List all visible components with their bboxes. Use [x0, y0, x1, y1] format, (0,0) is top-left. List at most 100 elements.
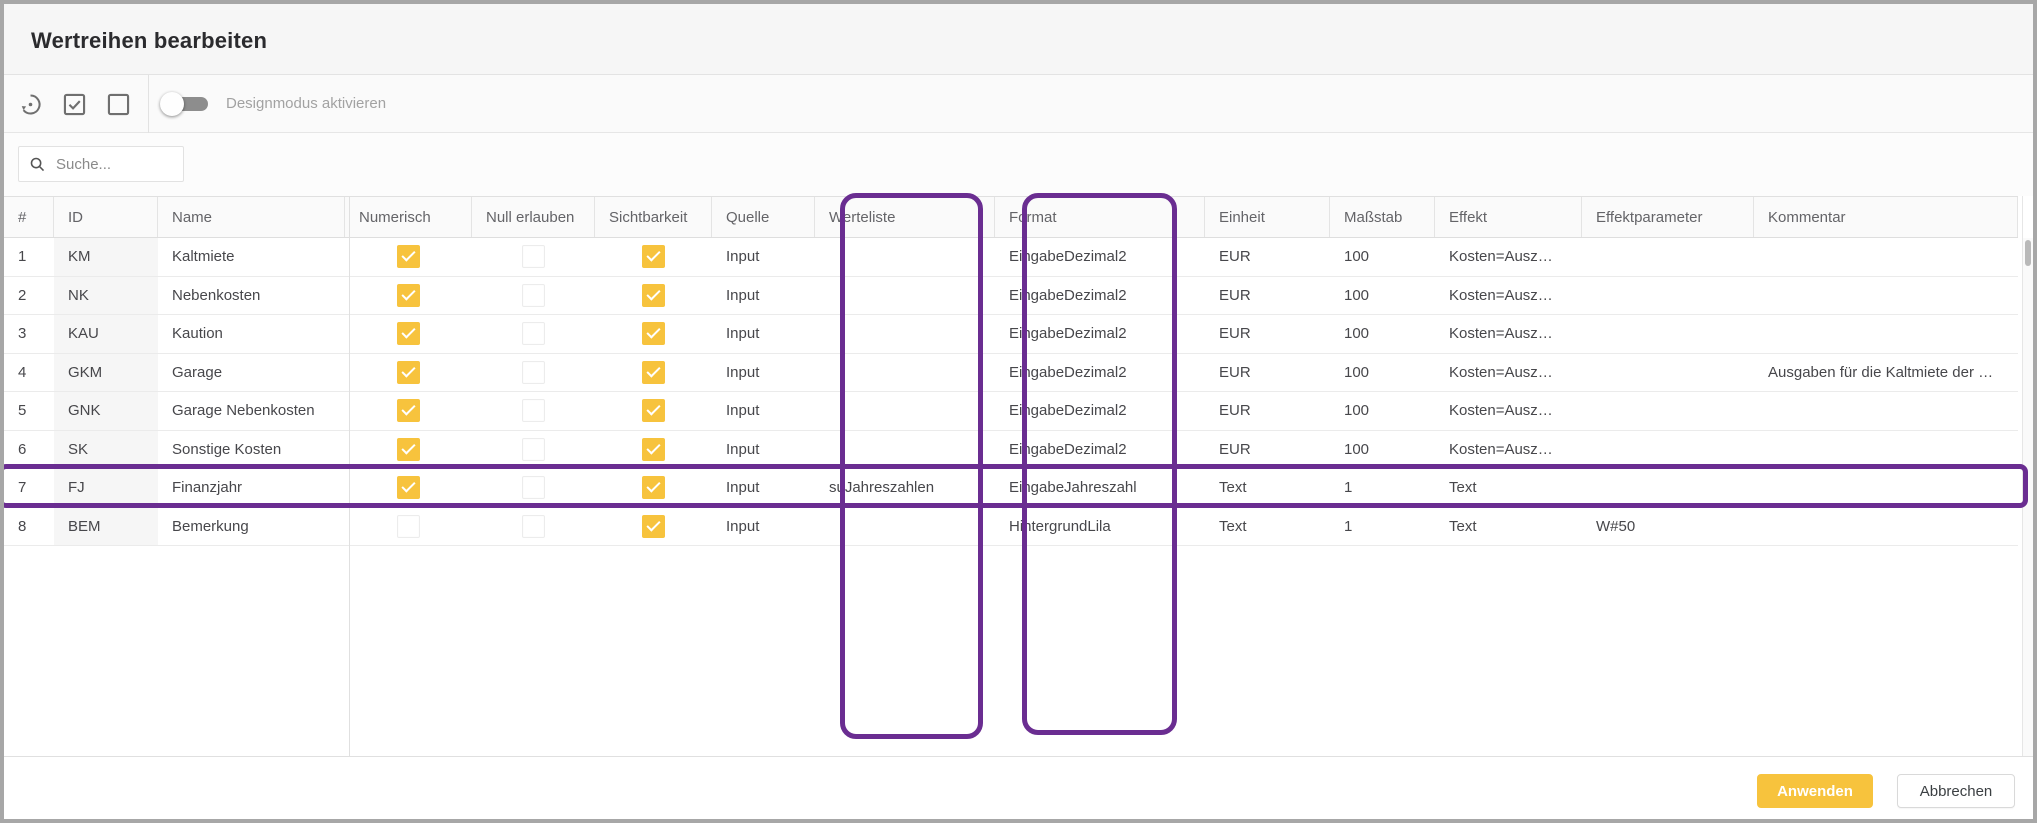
cell-kommentar[interactable]: [1754, 469, 2018, 507]
cell-quelle[interactable]: Input: [726, 517, 760, 535]
column-header-format[interactable]: Format: [995, 197, 1205, 237]
cell-quelle[interactable]: Input: [726, 363, 760, 381]
deselect-all-button[interactable]: [105, 90, 133, 118]
cell-werteliste[interactable]: [815, 354, 995, 392]
cell-format[interactable]: EingabeDezimal2: [1009, 325, 1127, 343]
cell-einheit[interactable]: EUR: [1219, 440, 1251, 458]
column-header-massstab[interactable]: Maßstab: [1330, 197, 1435, 237]
cell-werteliste[interactable]: [815, 508, 995, 546]
cell-num[interactable]: 7: [18, 479, 27, 497]
cell-einheit[interactable]: EUR: [1219, 325, 1251, 343]
cell-name[interactable]: Sonstige Kosten: [172, 440, 282, 458]
null_erlauben-checkbox[interactable]: [522, 437, 545, 461]
cell-id[interactable]: KAU: [54, 315, 158, 353]
cell-werteliste[interactable]: [815, 315, 995, 353]
cell-effektparameter[interactable]: W#50: [1596, 517, 1636, 535]
cell-werteliste[interactable]: suJahreszahlen: [829, 479, 935, 497]
vertical-scrollbar[interactable]: [2023, 238, 2033, 756]
cell-format[interactable]: EingabeDezimal2: [1009, 440, 1127, 458]
cell-massstab[interactable]: 100: [1344, 402, 1370, 420]
numerisch-checkbox[interactable]: [397, 514, 420, 538]
sichtbarkeit-checkbox[interactable]: [642, 514, 665, 538]
column-header-einheit[interactable]: Einheit: [1205, 197, 1330, 237]
cell-einheit[interactable]: EUR: [1219, 363, 1251, 381]
cell-effekt[interactable]: Kosten=Ausz…: [1449, 248, 1553, 266]
cell-massstab[interactable]: 100: [1344, 248, 1370, 266]
cell-effektparameter[interactable]: [1582, 431, 1754, 469]
cell-kommentar[interactable]: [1754, 315, 2018, 353]
numerisch-checkbox[interactable]: [397, 476, 420, 500]
cell-kommentar[interactable]: [1754, 238, 2018, 276]
cell-werteliste[interactable]: [815, 431, 995, 469]
cell-effektparameter[interactable]: [1582, 354, 1754, 392]
cell-kommentar[interactable]: [1754, 431, 2018, 469]
cell-werteliste[interactable]: [815, 277, 995, 315]
cell-einheit[interactable]: EUR: [1219, 286, 1251, 304]
cell-id[interactable]: KM: [54, 238, 158, 276]
search-box[interactable]: [18, 146, 184, 182]
cell-num[interactable]: 5: [18, 402, 27, 420]
cell-massstab[interactable]: 1: [1344, 479, 1353, 497]
cell-kommentar[interactable]: [1754, 392, 2018, 430]
null_erlauben-checkbox[interactable]: [522, 283, 545, 307]
cell-werteliste[interactable]: [815, 238, 995, 276]
sichtbarkeit-checkbox[interactable]: [642, 360, 665, 384]
numerisch-checkbox[interactable]: [397, 399, 420, 423]
cell-name[interactable]: Finanzjahr: [172, 479, 243, 497]
cell-quelle[interactable]: Input: [726, 402, 760, 420]
sichtbarkeit-checkbox[interactable]: [642, 437, 665, 461]
sichtbarkeit-checkbox[interactable]: [642, 476, 665, 500]
cell-num[interactable]: 6: [18, 440, 27, 458]
column-header-null_erlauben[interactable]: Null erlauben: [472, 197, 595, 237]
cell-werteliste[interactable]: [815, 392, 995, 430]
cell-massstab[interactable]: 100: [1344, 440, 1370, 458]
sichtbarkeit-checkbox[interactable]: [642, 399, 665, 423]
null_erlauben-checkbox[interactable]: [522, 514, 545, 538]
cell-einheit[interactable]: EUR: [1219, 402, 1251, 420]
cell-num[interactable]: 8: [18, 517, 27, 535]
cell-num[interactable]: 1: [18, 248, 27, 266]
cell-format[interactable]: EingabeDezimal2: [1009, 286, 1127, 304]
null_erlauben-checkbox[interactable]: [522, 245, 545, 269]
cell-format[interactable]: EingabeDezimal2: [1009, 363, 1127, 381]
cell-format[interactable]: HintergrundLila: [1009, 517, 1111, 535]
cell-effektparameter[interactable]: [1582, 315, 1754, 353]
cell-id[interactable]: NK: [54, 276, 158, 314]
cell-id[interactable]: SK: [54, 430, 158, 468]
cell-massstab[interactable]: 100: [1344, 325, 1370, 343]
numerisch-checkbox[interactable]: [397, 437, 420, 461]
cell-massstab[interactable]: 100: [1344, 363, 1370, 381]
cell-effekt[interactable]: Kosten=Ausz…: [1449, 325, 1553, 343]
cell-num[interactable]: 4: [18, 363, 27, 381]
column-header-effekt[interactable]: Effekt: [1435, 197, 1582, 237]
null_erlauben-checkbox[interactable]: [522, 322, 545, 346]
cell-effektparameter[interactable]: [1582, 392, 1754, 430]
cell-name[interactable]: Kaution: [172, 325, 223, 343]
column-header-effektparameter[interactable]: Effektparameter: [1582, 197, 1754, 237]
cell-quelle[interactable]: Input: [726, 325, 760, 343]
cell-effekt[interactable]: Text: [1449, 479, 1477, 497]
sichtbarkeit-checkbox[interactable]: [642, 283, 665, 307]
cell-quelle[interactable]: Input: [726, 286, 760, 304]
cell-einheit[interactable]: Text: [1219, 479, 1247, 497]
restore-button[interactable]: [17, 90, 45, 118]
cell-id[interactable]: GKM: [54, 353, 158, 391]
column-header-sichtbarkeit[interactable]: Sichtbarkeit: [595, 197, 712, 237]
cell-massstab[interactable]: 100: [1344, 286, 1370, 304]
cell-name[interactable]: Garage: [172, 363, 223, 381]
cell-name[interactable]: Garage Nebenkosten: [172, 402, 315, 420]
cell-kommentar[interactable]: Ausgaben für die Kaltmiete der …: [1768, 363, 1994, 381]
cell-kommentar[interactable]: [1754, 508, 2018, 546]
cell-format[interactable]: EingabeDezimal2: [1009, 248, 1127, 266]
cell-name[interactable]: Nebenkosten: [172, 286, 261, 304]
column-header-quelle[interactable]: Quelle: [712, 197, 815, 237]
cell-quelle[interactable]: Input: [726, 440, 760, 458]
numerisch-checkbox[interactable]: [397, 322, 420, 346]
column-header-num[interactable]: #: [4, 197, 54, 237]
cancel-button[interactable]: Abbrechen: [1897, 774, 2015, 808]
cell-einheit[interactable]: Text: [1219, 517, 1247, 535]
cell-id[interactable]: FJ: [54, 469, 158, 507]
cell-id[interactable]: GNK: [54, 392, 158, 430]
cell-effektparameter[interactable]: [1582, 238, 1754, 276]
cell-effekt[interactable]: Kosten=Ausz…: [1449, 363, 1553, 381]
